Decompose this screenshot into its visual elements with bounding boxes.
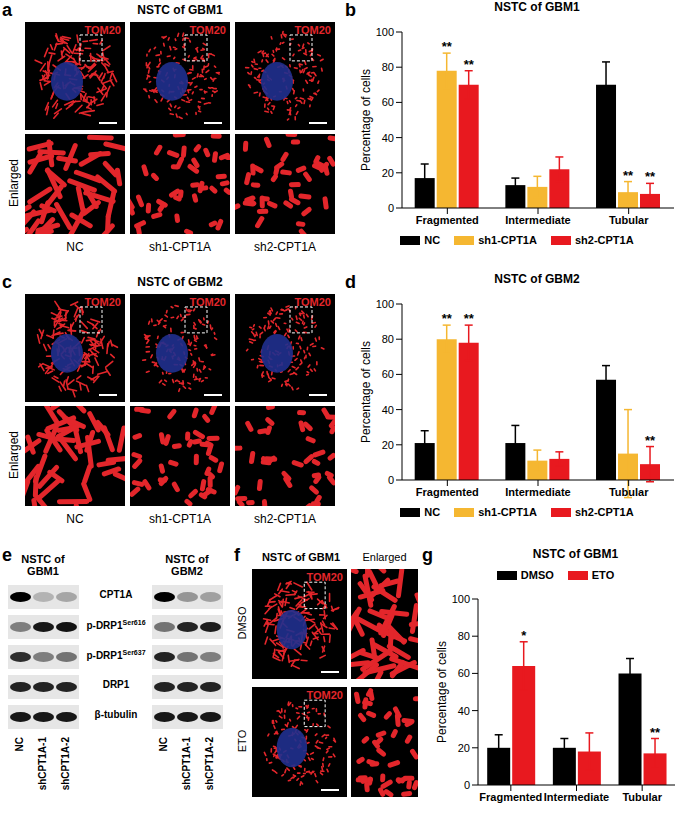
html-text:shCPT1A-1: shCPT1A-1 xyxy=(36,737,48,791)
svg-text:TOM20: TOM20 xyxy=(190,296,226,308)
svg-text:60: 60 xyxy=(382,96,394,108)
svg-text:**: ** xyxy=(464,311,475,326)
html-text:DMSO: DMSO xyxy=(520,569,554,581)
html-text:c: c xyxy=(2,272,12,292)
html-text:d: d xyxy=(345,272,356,292)
html-text:g: g xyxy=(422,545,433,565)
html-text:NSTC of GBM1: NSTC of GBM1 xyxy=(261,551,341,563)
svg-text:**: ** xyxy=(645,169,656,184)
svg-text:**: ** xyxy=(442,39,453,54)
html-text:NC: NC xyxy=(66,240,84,254)
svg-text:20: 20 xyxy=(458,742,470,754)
svg-text:TOM20: TOM20 xyxy=(307,689,343,701)
html-text:shCPT1A-2: shCPT1A-2 xyxy=(203,737,215,791)
html-text:b: b xyxy=(345,0,356,20)
svg-text:*: * xyxy=(521,628,527,643)
svg-text:Intermediate: Intermediate xyxy=(544,791,609,803)
svg-text:TOM20: TOM20 xyxy=(295,296,331,308)
svg-text:0: 0 xyxy=(464,779,470,791)
svg-text:80: 80 xyxy=(382,333,394,345)
svg-text:20: 20 xyxy=(382,439,394,451)
svg-text:Intermediate: Intermediate xyxy=(505,214,570,226)
svg-text:100: 100 xyxy=(452,593,470,605)
svg-text:80: 80 xyxy=(458,630,470,642)
html-text:DMSO: DMSO xyxy=(236,606,248,640)
svg-text:**: ** xyxy=(645,433,656,448)
html-text:e: e xyxy=(2,545,12,565)
html-text:NC: NC xyxy=(157,737,169,752)
html-text:sh2-CPT1A: sh2-CPT1A xyxy=(254,240,316,254)
svg-text:**: ** xyxy=(650,725,661,740)
html-text:p-DRP1Ser616: p-DRP1Ser616 xyxy=(86,619,146,632)
svg-text:**: ** xyxy=(464,57,475,72)
html-text:sh2-CPT1A: sh2-CPT1A xyxy=(254,512,316,526)
svg-text:Percentage of cells: Percentage of cells xyxy=(359,69,373,171)
html-text:NC: NC xyxy=(13,737,25,752)
svg-text:Fragmented: Fragmented xyxy=(416,486,479,498)
html-text:sh1-CPT1A: sh1-CPT1A xyxy=(149,240,211,254)
svg-text:TOM20: TOM20 xyxy=(307,571,343,583)
svg-text:Intermediate: Intermediate xyxy=(505,486,570,498)
html-text:β-tubulin: β-tubulin xyxy=(94,709,138,720)
html-text:sh1-CPT1A: sh1-CPT1A xyxy=(478,234,537,246)
svg-text:40: 40 xyxy=(382,404,394,416)
svg-text:100: 100 xyxy=(376,26,394,38)
svg-text:Tubular: Tubular xyxy=(609,486,649,498)
html-text:p-DRP1Ser637: p-DRP1Ser637 xyxy=(86,649,146,662)
svg-text:Fragmented: Fragmented xyxy=(479,791,542,803)
svg-text:0: 0 xyxy=(388,202,394,214)
html-text:sh2-CPT1A: sh2-CPT1A xyxy=(574,234,634,246)
html-text:DRP1: DRP1 xyxy=(102,679,130,690)
html-text:CPT1A: CPT1A xyxy=(99,589,133,600)
svg-text:Percentage of cells: Percentage of cells xyxy=(359,341,373,443)
svg-text:Tubular: Tubular xyxy=(622,791,662,803)
html-text:sh2-CPT1A: sh2-CPT1A xyxy=(574,506,634,518)
html-text:ETO: ETO xyxy=(591,569,615,581)
html-text:sh1-CPT1A: sh1-CPT1A xyxy=(478,506,537,518)
svg-text:TOM20: TOM20 xyxy=(190,24,226,36)
svg-text:100: 100 xyxy=(376,298,394,310)
svg-text:80: 80 xyxy=(382,61,394,73)
svg-text:Tubular: Tubular xyxy=(609,214,649,226)
svg-text:TOM20: TOM20 xyxy=(85,296,121,308)
html-text:NC: NC xyxy=(424,506,441,518)
html-text:NSTC of GBM1: NSTC of GBM1 xyxy=(494,0,580,14)
svg-text:60: 60 xyxy=(382,368,394,380)
html-text:shCPT1A-1: shCPT1A-1 xyxy=(180,737,192,791)
html-text:NSTC of GBM1: NSTC of GBM1 xyxy=(532,547,619,561)
svg-text:Fragmented: Fragmented xyxy=(416,214,479,226)
html-text:f: f xyxy=(234,545,240,565)
html-text:NSTC of GBM2: NSTC of GBM2 xyxy=(137,275,223,289)
html-text:sh1-CPT1A: sh1-CPT1A xyxy=(149,512,211,526)
html-text:NC: NC xyxy=(424,234,441,246)
html-text:NSTC of GBM2: NSTC of GBM2 xyxy=(494,272,580,286)
svg-text:Percentage of cells: Percentage of cells xyxy=(435,641,449,743)
svg-text:TOM20: TOM20 xyxy=(295,24,331,36)
svg-text:40: 40 xyxy=(458,705,470,717)
svg-text:40: 40 xyxy=(382,132,394,144)
svg-text:0: 0 xyxy=(388,474,394,486)
html-text:Enlarged: Enlarged xyxy=(7,431,21,479)
html-text:Enlarged: Enlarged xyxy=(362,551,407,563)
svg-text:TOM20: TOM20 xyxy=(85,24,121,36)
html-text:NSTC of GBM1: NSTC of GBM1 xyxy=(137,3,223,17)
html-text:a: a xyxy=(2,0,12,20)
html-text:shCPT1A-2: shCPT1A-2 xyxy=(59,737,71,791)
svg-text:**: ** xyxy=(442,311,453,326)
svg-text:20: 20 xyxy=(382,167,394,179)
html-text:ETO: ETO xyxy=(236,729,248,753)
html-text:Enlarged: Enlarged xyxy=(7,159,21,207)
html-text:NSTC of GBM1: NSTC of GBM1 xyxy=(21,553,65,577)
html-text:NSTC of GBM2: NSTC of GBM2 xyxy=(165,553,209,577)
html-text:NC: NC xyxy=(66,512,84,526)
svg-text:**: ** xyxy=(623,168,634,183)
svg-text:60: 60 xyxy=(458,667,470,679)
